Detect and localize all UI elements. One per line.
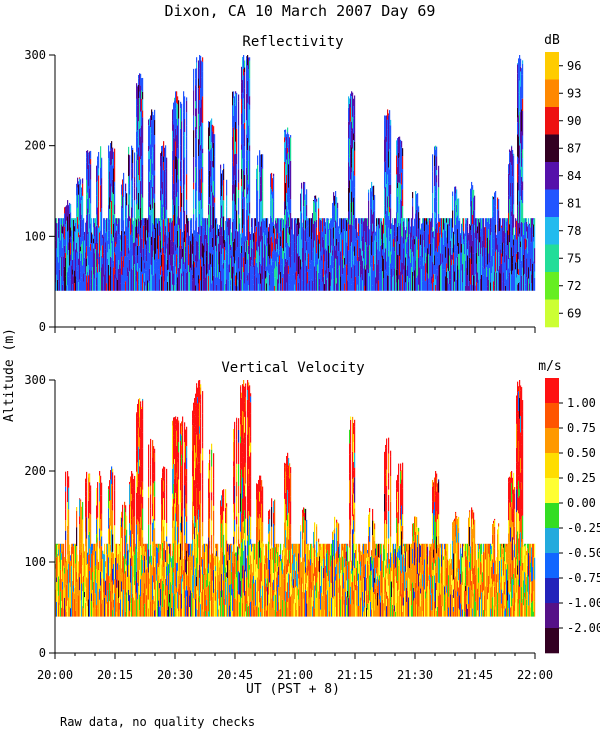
- x-tick-label: 20:30: [157, 668, 193, 682]
- x-tick-label: 21:45: [457, 668, 493, 682]
- colorbar-label: 84: [567, 169, 581, 183]
- colorbar-label: 81: [567, 196, 581, 210]
- colorbar-label: 0.75: [567, 421, 596, 435]
- colorbar-label: -0.50: [567, 546, 600, 560]
- colorbar: dB 69 72 75 78 81 84 87 90 93 96: [544, 33, 581, 328]
- colorbar-segment: [545, 578, 559, 604]
- colorbar-label: 75: [567, 251, 581, 265]
- colorbar-segment: [545, 217, 559, 245]
- colorbar-segment: [545, 628, 559, 654]
- colorbar-label: 0.25: [567, 471, 596, 485]
- colorbar-segment: [545, 244, 559, 273]
- radar-field: [55, 380, 536, 617]
- colorbar-label: -2.00: [567, 621, 600, 635]
- plot-axes: 0 100 200 300 20:00 20:15 20:30 20:45 21:00 21:15…: [24, 373, 553, 682]
- colorbar-label: 69: [567, 306, 581, 320]
- colorbar-label: -0.25: [567, 521, 600, 535]
- colorbar-segment: [545, 52, 559, 80]
- x-tick-label: 20:00: [37, 668, 73, 682]
- colorbar-segment: [545, 79, 559, 108]
- y-tick-label: 200: [24, 464, 46, 478]
- panel-title-velocity: Vertical Velocity: [221, 360, 364, 376]
- figure-title: Dixon, CA 10 March 2007 Day 69: [165, 2, 436, 20]
- colorbar-segment: [545, 403, 559, 429]
- colorbar-label: -1.00: [567, 596, 600, 610]
- colorbar-label: 78: [567, 224, 581, 238]
- colorbar-label: 72: [567, 279, 581, 293]
- colorbar-segment: [545, 553, 559, 579]
- colorbar-segment: [545, 503, 559, 529]
- panel-title-reflectivity: Reflectivity: [242, 34, 343, 50]
- radar-field: [55, 55, 536, 291]
- colorbar: m/s 1.00 0.75 0.50 0.25 0.00 -0.25 -0.50 -0.75 -1…: [538, 359, 600, 654]
- y-tick-label: 0: [39, 646, 46, 660]
- colorbar-segment: [545, 528, 559, 554]
- footnote: Raw data, no quality checks: [60, 715, 255, 729]
- colorbar-label: 87: [567, 141, 581, 155]
- x-tick-label: 21:30: [397, 668, 433, 682]
- colorbar-segment: [545, 378, 559, 404]
- y-tick-label: 300: [24, 373, 46, 387]
- x-tick-label: 20:15: [97, 668, 133, 682]
- colorbar-segment: [545, 299, 559, 328]
- reflectivity-panel: 0 100 200 300 dB 69 72 75 78 81 84 87 90 93 96: [24, 33, 581, 334]
- colorbar-unit: m/s: [538, 359, 561, 374]
- colorbar-segment: [545, 453, 559, 479]
- y-tick-label: 200: [24, 139, 46, 153]
- plot-axes: 0 100 200 300: [24, 48, 536, 334]
- x-tick-label: 22:00: [517, 668, 553, 682]
- x-tick-label: 20:45: [217, 668, 253, 682]
- colorbar-label: -0.75: [567, 571, 600, 585]
- velocity-panel: 0 100 200 300 20:00 20:15 20:30 20:45 21:00 21:15…: [24, 359, 600, 682]
- colorbar-label: 0.00: [567, 496, 596, 510]
- colorbar-segment: [545, 107, 559, 135]
- colorbar-segment: [545, 478, 559, 504]
- y-tick-label: 0: [39, 320, 46, 334]
- colorbar-label: 0.50: [567, 446, 596, 460]
- colorbar-segment: [545, 189, 559, 218]
- colorbar-label: 1.00: [567, 396, 596, 410]
- colorbar-segment: [545, 134, 559, 163]
- colorbar-label: 93: [567, 86, 581, 100]
- x-tick-label: 21:00: [277, 668, 313, 682]
- x-axis-label: UT (PST + 8): [246, 682, 340, 697]
- x-tick-label: 21:15: [337, 668, 373, 682]
- y-tick-label: 100: [24, 229, 46, 243]
- colorbar-label: 90: [567, 114, 581, 128]
- colorbar-segment: [545, 428, 559, 454]
- colorbar-segment: [545, 603, 559, 629]
- y-axis-label: Altitude (m): [2, 328, 17, 422]
- colorbar-unit: dB: [544, 33, 560, 48]
- colorbar-label: 96: [567, 59, 581, 73]
- colorbar-segment: [545, 162, 559, 190]
- colorbar-segment: [545, 272, 559, 300]
- y-tick-label: 100: [24, 555, 46, 569]
- y-tick-label: 300: [24, 48, 46, 62]
